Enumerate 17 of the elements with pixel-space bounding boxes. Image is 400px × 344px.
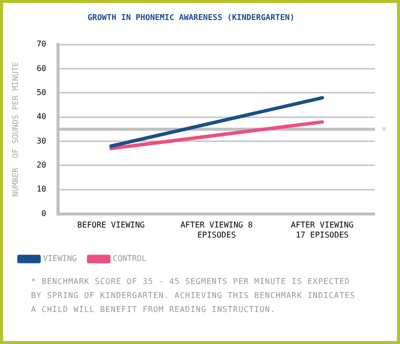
y-tick-label: 30 [36, 136, 46, 146]
x-tick-label: AFTER VIEWING 8 EPISODES [180, 220, 253, 240]
x-tick-label: AFTER VIEWING 17 EPISODES [290, 220, 354, 240]
y-tick-label: 50 [36, 88, 46, 98]
legend-label: VIEWING [43, 254, 77, 264]
y-tick-label: 40 [36, 112, 46, 122]
y-tick-label: 10 [36, 184, 46, 194]
y-tick-label: 60 [36, 64, 46, 73]
legend-label: CONTROL [112, 254, 147, 264]
y-tick-label: 70 [36, 40, 46, 49]
chart-title: GROWTH IN PHONEMIC AWARENESS (KINDERGARTEN) [87, 12, 295, 22]
y-tick-label: 20 [36, 160, 46, 170]
ref-line-label: * [381, 126, 388, 137]
text: * BENCHMARK SCORE OF 35 - 45 SEGMENTS PER MINUTE IS EXPECTED BY SPRING OF KINDERGARTEN. ACHIEVING THIS BENCHMARK INDICATES A CHILD WILL BENEFIT FROM READING INSTRUCTION. [31, 276, 356, 316]
y-tick-label: 0 [41, 208, 46, 218]
y-axis-title: NUMBER OF SOUNDS PER MINUTE [10, 62, 20, 197]
x-tick-label: BEFORE VIEWING [77, 220, 145, 230]
